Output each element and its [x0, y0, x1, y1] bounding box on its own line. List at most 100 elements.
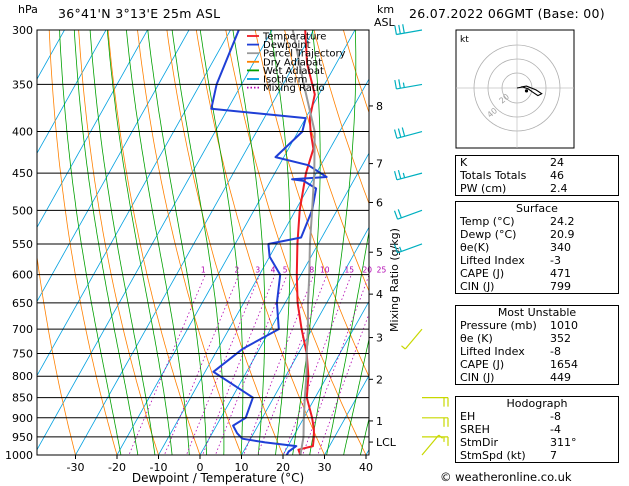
wind-barb-flag — [402, 172, 406, 178]
index-row: CAPE (J) 471 — [456, 267, 618, 280]
index-row: Pressure (mb) 1010 — [456, 319, 618, 332]
index-row: Lifted Index -8 — [456, 345, 618, 358]
pressure-tick-label: 600 — [12, 269, 33, 282]
index-row: θe (K) 352 — [456, 332, 618, 345]
pressure-tick-label: 450 — [12, 167, 33, 180]
hodograph-indices-title: Hodograph — [506, 397, 568, 410]
isotherm-line — [282, 300, 369, 455]
dry-adiabat-line — [284, 30, 369, 292]
x-tick-label: -20 — [108, 461, 126, 474]
index-value: 2.4 — [550, 182, 568, 195]
isotherm-line — [37, 30, 107, 155]
index-row: StmDir 311° — [456, 436, 618, 449]
pressure-tick-label: 1000 — [5, 449, 33, 462]
wet-adiabat-line — [343, 337, 369, 455]
km-tick-label: 4 — [376, 288, 383, 301]
wind-barb-flag — [393, 210, 399, 220]
index-row: Temp (°C) 24.2 — [456, 215, 618, 228]
x-axis-title: Dewpoint / Temperature (°C) — [132, 471, 304, 485]
isotherm-line — [324, 374, 369, 455]
mixing-ratio-label: 20 — [362, 266, 372, 275]
top-indices-table: K 24 Totals Totals 46 PW (cm) 2.4 — [456, 156, 618, 195]
dry-adiabat-line — [78, 30, 159, 455]
isotherm-line — [158, 78, 369, 455]
hpa-unit-label: hPa — [18, 3, 38, 16]
wind-barb-flag — [397, 128, 402, 138]
legend-label: Wet Adiabat — [263, 66, 324, 77]
index-label: CIN (J) — [460, 280, 495, 293]
index-label: Pressure (mb) — [460, 319, 537, 332]
index-row: StmSpd (kt) 7 — [456, 449, 618, 462]
mixing-ratio-label: 4 — [271, 266, 276, 275]
index-row: EH -8 — [456, 410, 618, 423]
legend-label: Isotherm — [263, 75, 307, 86]
mixing-ratio-label: 1 — [201, 266, 206, 275]
wind-barb-flag — [399, 246, 402, 252]
index-label: K — [460, 156, 468, 169]
pressure-tick-label: 400 — [12, 126, 33, 139]
mixing-ratio-label: 3 — [255, 266, 260, 275]
dewpoint-curve — [210, 30, 328, 455]
dry-adiabat-line — [107, 30, 201, 455]
wind-barb-flag — [397, 209, 402, 219]
isotherm-line — [75, 30, 314, 455]
index-label: θe (K) — [460, 332, 493, 345]
wet-adiabat-line — [125, 30, 190, 455]
pressure-tick-label: 550 — [12, 238, 33, 251]
asl-unit-label: ASL — [374, 16, 395, 29]
km-tick-label: 2 — [376, 373, 383, 386]
surface-table: Surface Temp (°C) 24.2 Dewp (°C) 20.9 θe(K… — [456, 202, 618, 293]
index-row: PW (cm) 2.4 — [456, 182, 618, 195]
mixing-ratio-axis-title: Mixing Ratio (g/kg) — [388, 228, 401, 332]
index-value: 46 — [550, 169, 564, 182]
mixing-ratio-label: 8 — [309, 266, 314, 275]
surface-title: Surface — [516, 202, 558, 215]
index-row: SREH -4 — [456, 423, 618, 436]
wet-adiabat-line — [359, 416, 369, 455]
index-row: CAPE (J) 1654 — [456, 358, 618, 371]
mixing-ratio-line — [214, 274, 288, 455]
index-label: EH — [460, 410, 476, 423]
pressure-tick-label: 300 — [12, 24, 33, 37]
legend-label: Mixing Ratio — [263, 83, 325, 94]
km-tick-label: 8 — [376, 100, 383, 113]
index-row: Totals Totals 46 — [456, 169, 618, 182]
location-title: 36°41'N 3°13'E 25m ASL — [58, 6, 221, 21]
hodograph-indices-panel: Hodograph EH -8 SREH -4 StmDir 311° StmSpd … — [455, 396, 619, 463]
index-value: 471 — [550, 267, 571, 280]
indices-panel: K 24 Totals Totals 46 PW (cm) 2.4 — [455, 155, 619, 196]
index-value: 24.2 — [550, 215, 575, 228]
wet-adiabat-line — [199, 30, 244, 455]
index-row: θe(K) 340 — [456, 241, 618, 254]
index-label: StmSpd (kt) — [460, 449, 526, 462]
wind-barb-flag — [397, 169, 402, 179]
pressure-tick-label: 650 — [12, 297, 33, 310]
index-value: 340 — [550, 241, 571, 254]
index-row: Lifted Index -3 — [456, 254, 618, 267]
mixing-ratio-line — [317, 312, 369, 455]
hodograph-unit-label: kt — [460, 35, 469, 45]
wind-barb — [404, 328, 423, 350]
hodograph-trace — [516, 85, 543, 97]
index-label: StmDir — [460, 436, 499, 449]
index-label: Lifted Index — [460, 254, 525, 267]
pressure-tick-label: 900 — [12, 412, 33, 425]
km-tick-label: 3 — [376, 332, 383, 345]
km-unit-label: km — [377, 3, 395, 16]
index-value: 352 — [550, 332, 571, 345]
index-row: Dewp (°C) 20.9 — [456, 228, 618, 241]
isotherm-line — [37, 30, 65, 80]
mixing-ratio-label: 25 — [377, 266, 387, 275]
pressure-tick-label: 850 — [12, 392, 33, 405]
legend-label: Dewpoint — [263, 40, 311, 51]
dry-adiabat-line — [313, 30, 369, 205]
index-value: 449 — [550, 371, 571, 384]
index-label: CAPE (J) — [460, 358, 505, 371]
isotherm-line — [37, 30, 190, 303]
x-tick-label: 40 — [359, 461, 373, 474]
index-label: Totals Totals — [460, 169, 527, 182]
pressure-tick-label: 750 — [12, 347, 33, 360]
mixing-ratio-line — [243, 274, 315, 455]
